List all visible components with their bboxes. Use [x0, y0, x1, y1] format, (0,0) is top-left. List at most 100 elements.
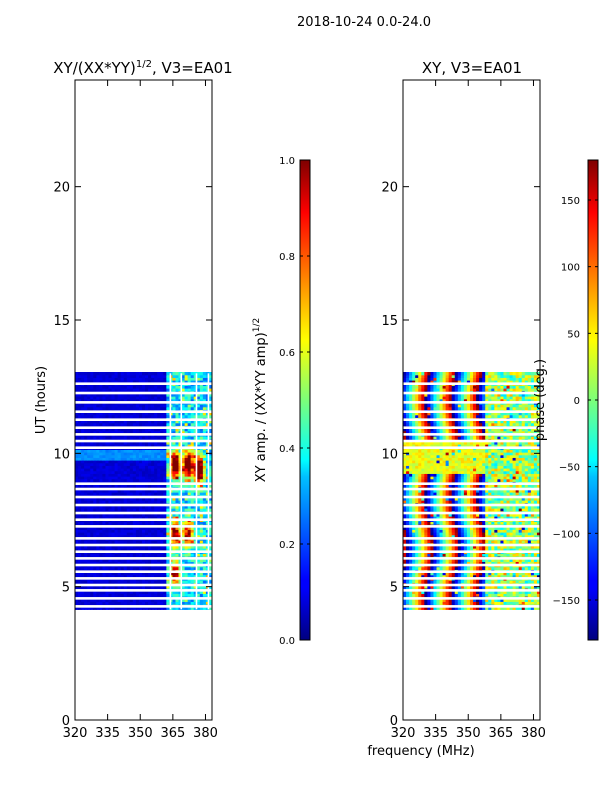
- heatmap-cell: [102, 500, 107, 504]
- heatmap-cell: [138, 396, 143, 400]
- heatmap-cell: [105, 449, 110, 453]
- heatmap-cell: [157, 385, 161, 389]
- heatmap-cell: [81, 436, 85, 440]
- heatmap-cell: [145, 393, 149, 397]
- heatmap-cell: [184, 492, 189, 496]
- heatmap-cell: [509, 558, 514, 562]
- heatmap-cell: [445, 572, 450, 576]
- heatmap-cell: [163, 428, 167, 432]
- heatmap-cell: [163, 492, 167, 496]
- heatmap-cell: [129, 412, 134, 416]
- heatmap-cell: [117, 606, 122, 610]
- heatmap-cell: [108, 566, 113, 570]
- heatmap-cell: [463, 598, 468, 602]
- heatmap-cell: [202, 412, 207, 416]
- heatmap-cell: [96, 441, 100, 445]
- heatmap-cell: [99, 454, 103, 458]
- heatmap-cell: [129, 532, 134, 536]
- heatmap-cell: [148, 566, 152, 570]
- heatmap-cell: [466, 580, 471, 584]
- heatmap-cell: [202, 598, 207, 602]
- heatmap-cell: [87, 406, 91, 410]
- heatmap-cell: [482, 590, 486, 594]
- heatmap-cell: [196, 414, 201, 418]
- heatmap-cell: [521, 561, 526, 565]
- heatmap-cell: [84, 585, 88, 589]
- heatmap-cell: [78, 465, 82, 469]
- heatmap-cell: [181, 553, 186, 557]
- heatmap-cell: [145, 505, 149, 509]
- heatmap-cell: [81, 526, 85, 530]
- heatmap-cell: [436, 558, 441, 562]
- heatmap-cell: [457, 558, 462, 562]
- heatmap-cell: [494, 590, 498, 594]
- heatmap-cell: [138, 470, 143, 474]
- heatmap-cell: [78, 526, 82, 530]
- heatmap-cell: [160, 444, 164, 448]
- heatmap-cell: [157, 468, 161, 472]
- heatmap-cell: [102, 476, 107, 480]
- heatmap-cell: [135, 516, 140, 520]
- heatmap-cell: [208, 460, 212, 464]
- heatmap-cell: [145, 428, 149, 432]
- heatmap-cell: [148, 572, 152, 576]
- heatmap-cell: [108, 406, 113, 410]
- heatmap-cell: [148, 529, 152, 533]
- heatmap-cell: [145, 420, 149, 424]
- heatmap-cell: [202, 484, 207, 488]
- heatmap-cell: [138, 526, 143, 530]
- heatmap-cell: [145, 561, 149, 565]
- heatmap-cell: [412, 585, 416, 589]
- heatmap-cell: [473, 590, 477, 594]
- heatmap-cell: [451, 601, 456, 605]
- heatmap-cell: [75, 545, 79, 549]
- heatmap-cell: [90, 473, 94, 477]
- heatmap-cell: [87, 516, 91, 520]
- heatmap-cell: [135, 513, 140, 517]
- heatmap-cell: [84, 492, 88, 496]
- heatmap-cell: [208, 412, 212, 416]
- heatmap-cell: [208, 428, 212, 432]
- heatmap-cell: [199, 398, 204, 402]
- heatmap-cell: [166, 558, 170, 562]
- heatmap-cell: [488, 566, 492, 570]
- heatmap-cell: [90, 593, 94, 597]
- heatmap-cell: [126, 468, 131, 472]
- heatmap-cell: [442, 606, 447, 610]
- heatmap-cell: [135, 465, 140, 469]
- heatmap-cell: [78, 489, 82, 493]
- heatmap-cell: [96, 454, 100, 458]
- heatmap-cell: [102, 470, 107, 474]
- heatmap-cell: [108, 478, 113, 482]
- heatmap-cell: [172, 545, 177, 549]
- heatmap-cell: [208, 372, 212, 376]
- heatmap-cell: [111, 465, 116, 469]
- heatmap-cell: [148, 540, 152, 544]
- heatmap-cell: [451, 561, 456, 565]
- heatmap-cell: [99, 534, 103, 538]
- heatmap-cell: [114, 428, 119, 432]
- heatmap-cell: [181, 561, 186, 565]
- heatmap-cell: [166, 598, 170, 602]
- heatmap-cell: [96, 468, 100, 472]
- heatmap-cell: [96, 601, 100, 605]
- heatmap-cell: [148, 430, 152, 434]
- heatmap-cell: [202, 593, 207, 597]
- heatmap-cell: [145, 598, 149, 602]
- heatmap-cell: [473, 561, 477, 565]
- heatmap-cell: [202, 388, 207, 392]
- heatmap-cell: [184, 441, 189, 445]
- heatmap-cell: [117, 422, 122, 426]
- heatmap-cell: [500, 590, 505, 594]
- heatmap-cell: [145, 566, 149, 570]
- heatmap-cell: [117, 414, 122, 418]
- heatmap-cell: [512, 558, 517, 562]
- heatmap-cell: [421, 606, 425, 610]
- heatmap-cell: [151, 585, 155, 589]
- heatmap-cell: [494, 601, 498, 605]
- heatmap-cell: [175, 521, 180, 525]
- heatmap-cell: [533, 598, 538, 602]
- heatmap-cell: [105, 478, 110, 482]
- heatmap-cell: [193, 580, 198, 584]
- heatmap-cell: [111, 548, 116, 552]
